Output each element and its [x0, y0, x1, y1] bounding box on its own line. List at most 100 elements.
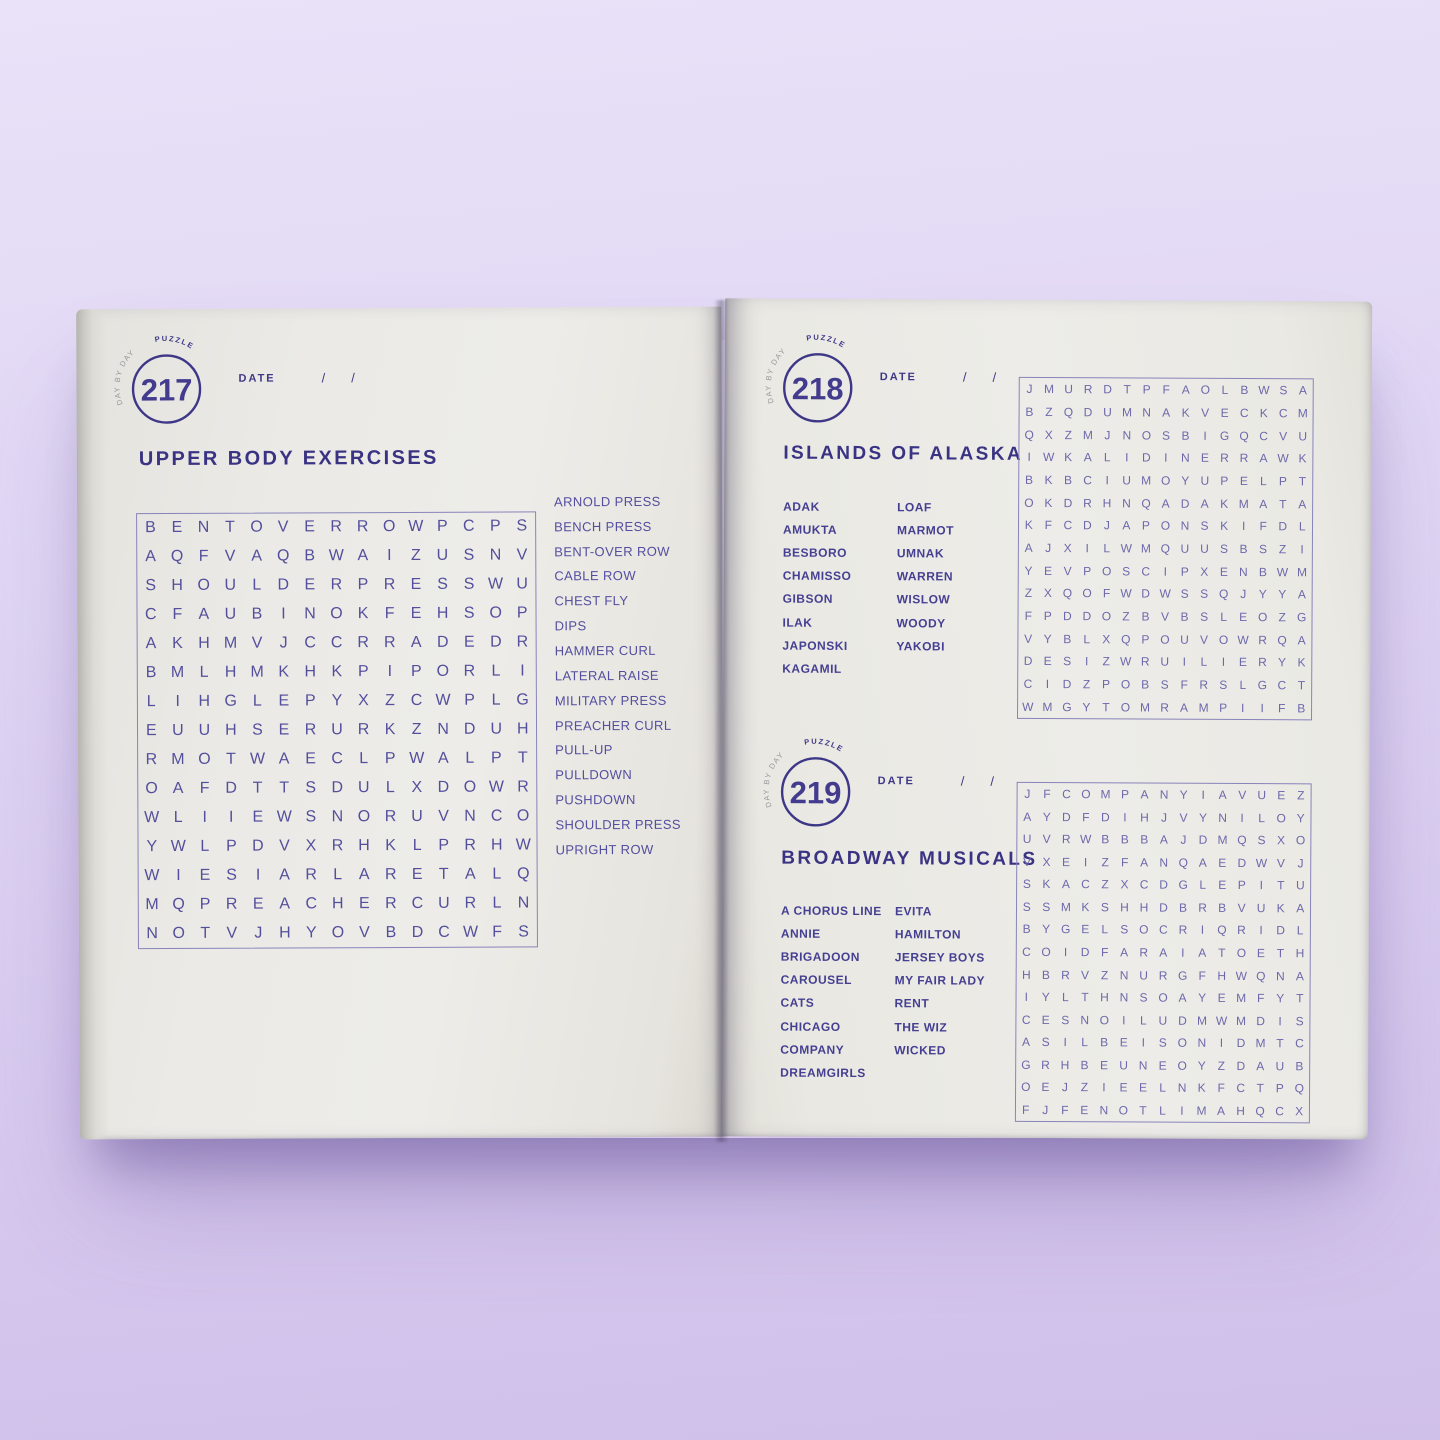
grid-letter: O: [1160, 632, 1170, 647]
grid-letter: E: [410, 605, 422, 623]
grid-letter: A: [1180, 700, 1189, 715]
grid-letter: E: [358, 894, 370, 912]
grid-letter: O: [1200, 383, 1210, 398]
grid-letter: V: [1237, 900, 1246, 915]
grid-letter: A: [172, 779, 184, 797]
grid-letter: E: [304, 518, 315, 536]
grid-letter: S: [305, 779, 317, 797]
grid-letter: O: [436, 662, 450, 680]
grid-letter: S: [1279, 383, 1288, 398]
grid-letter: U: [331, 721, 343, 739]
grid-letter: W: [1159, 586, 1171, 601]
grid-letter: M: [1236, 991, 1247, 1006]
grid-letter: Z: [1024, 586, 1033, 601]
grid-letter: P: [1120, 787, 1130, 802]
grid-letter: M: [171, 750, 185, 768]
word-list-column: EVITA HAMILTON JERSEY BOYS MY FAIR LADY RENT…: [894, 899, 985, 1062]
grid-letter: A: [1256, 1058, 1265, 1073]
grid-letter: A: [437, 749, 449, 767]
grid-letter: N: [1181, 451, 1190, 466]
word-list-item: YAKOBI: [896, 638, 945, 654]
grid-letter: X: [1042, 854, 1051, 869]
grid-letter: A: [358, 865, 370, 883]
grid-letter: Q: [1121, 632, 1131, 647]
grid-letter: U: [490, 720, 503, 738]
grid-letter: U: [1103, 405, 1112, 420]
grid-letter: G: [516, 691, 529, 709]
word-list-item: KAGAMIL: [782, 661, 842, 676]
grid-letter: N: [1119, 990, 1129, 1005]
grid-letter: I: [202, 808, 207, 826]
grid-letter: W: [435, 691, 451, 709]
grid-letter: W: [1120, 541, 1133, 556]
grid-letter: H: [436, 605, 449, 623]
grid-letter: O: [1236, 945, 1247, 961]
grid-letter: B: [1041, 967, 1050, 982]
grid-letter: L: [465, 749, 475, 767]
grid-letter: R: [145, 750, 158, 769]
grid-letter: K: [1276, 901, 1285, 916]
grid-letter: L: [1220, 609, 1228, 624]
grid-letter: E: [278, 721, 290, 739]
grid-letter: M: [1217, 833, 1228, 848]
grid-letter: P: [1142, 382, 1151, 397]
grid-letter: Q: [1237, 833, 1247, 848]
grid-letter: I: [1241, 519, 1246, 534]
grid-letter: C: [410, 691, 423, 710]
grid-letter: C: [1277, 678, 1287, 693]
word-list-item: LOAF: [897, 499, 932, 514]
grid-letter: B: [1101, 832, 1110, 847]
grid-letter: H: [1140, 810, 1149, 825]
badge-arc-suffix: PUZZLE: [806, 333, 848, 350]
grid-letter: I: [1141, 1035, 1145, 1050]
grid-letter: R: [357, 721, 370, 739]
grid-letter: D: [1236, 1058, 1246, 1073]
grid-letter: N: [1122, 428, 1132, 443]
grid-letter: T: [1279, 496, 1287, 511]
word-list-item: EVITA: [894, 903, 932, 918]
grid-letter: Y: [1278, 587, 1287, 602]
grid-letter: Y: [1198, 990, 1207, 1005]
grid-letter: L: [1061, 990, 1069, 1005]
grid-letter: T: [1296, 991, 1304, 1006]
grid-letter: E: [252, 895, 264, 913]
grid-letter: O: [172, 924, 185, 942]
grid-letter: B: [145, 664, 157, 682]
grid-letter: I: [1181, 945, 1185, 960]
grid-letter: R: [1061, 967, 1070, 982]
grid-letter: L: [1159, 1103, 1166, 1118]
grid-letter: J: [1160, 810, 1168, 825]
grid-letter: L: [146, 693, 156, 711]
word-list-item: PULL-UP: [555, 742, 613, 758]
grid-letter: K: [1259, 406, 1268, 421]
grid-letter: A: [1259, 496, 1268, 511]
grid-letter: P: [357, 576, 369, 594]
date-label: DATE: [877, 774, 915, 787]
grid-letter: H: [304, 663, 317, 681]
grid-letter: A: [1162, 405, 1171, 420]
grid-letter: O: [1257, 610, 1268, 625]
grid-letter: K: [1297, 655, 1306, 670]
grid-letter: Y: [331, 692, 343, 710]
grid-letter: O: [1161, 473, 1171, 488]
grid-letter: F: [1022, 1102, 1030, 1117]
grid-letter: R: [1258, 632, 1267, 647]
grid-letter: E: [304, 576, 316, 594]
grid-letter: S: [463, 547, 475, 565]
puzzle-number-badge: DAY BY DAY PUZZLE 219: [761, 737, 864, 837]
grid-letter: S: [1158, 1035, 1167, 1050]
grid-letter: F: [1120, 855, 1129, 870]
grid-letter: L: [1298, 519, 1306, 534]
grid-letter: N: [1197, 1035, 1207, 1050]
grid-letter: C: [331, 750, 343, 768]
word-list-item: ARNOLD PRESS: [554, 493, 661, 510]
grid-letter: D: [1178, 1013, 1187, 1028]
grid-letter: I: [175, 693, 180, 711]
word-list-item: COMPANY: [780, 1042, 845, 1057]
grid-letter: R: [1198, 900, 1207, 915]
grid-letter: Q: [517, 865, 530, 883]
grid-letter: C: [411, 894, 424, 912]
grid-letter: N: [1122, 496, 1131, 511]
grid-letter: W: [276, 808, 292, 826]
grid-letter: H: [1102, 495, 1112, 510]
